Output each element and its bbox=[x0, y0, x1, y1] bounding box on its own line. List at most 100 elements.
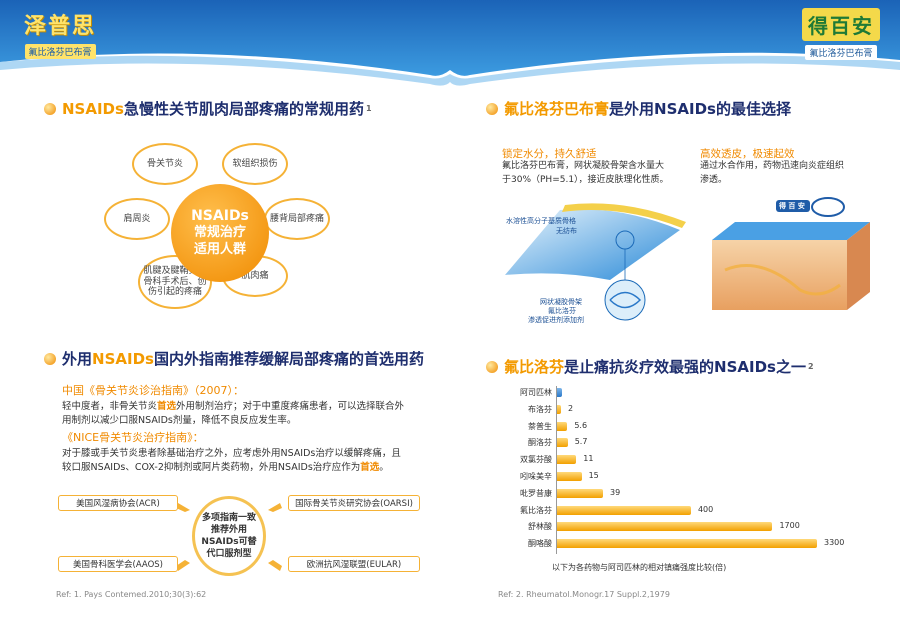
feature-line: 通过水合作用，药物迅速向炎症组织 bbox=[700, 161, 845, 171]
center-line: 推荐外用 bbox=[210, 524, 247, 535]
bar-category-label: 酮洛芬 bbox=[528, 438, 552, 448]
title-text: 是外用NSAIDs的最佳选择 bbox=[609, 100, 791, 118]
patch-label: 渗透促进剂添加剂 bbox=[528, 316, 584, 324]
brand-name-left: 泽普思 bbox=[24, 14, 97, 39]
center-line: 常规治疗 bbox=[193, 225, 246, 241]
arrow-icon bbox=[268, 503, 282, 512]
guideline-org: 国际骨关节炎研究协会(OARSI) bbox=[288, 495, 420, 511]
bar-value-label: 1700 bbox=[779, 521, 800, 531]
bar bbox=[557, 455, 577, 465]
brand-logo-right: 得百安 氟比洛芬巴布膏 bbox=[802, 8, 880, 60]
bar bbox=[557, 388, 562, 397]
magnifier-icon bbox=[615, 230, 635, 250]
bar-value-label: 3300 bbox=[824, 538, 845, 548]
bar-value-label: 15 bbox=[588, 471, 599, 480]
header-wave bbox=[0, 0, 900, 110]
center-line: NSAIDs可替 bbox=[201, 537, 257, 547]
bullet-icon bbox=[486, 360, 498, 373]
title-text: 急慢性关节肌肉局部疼痛的常规用药 bbox=[123, 100, 364, 118]
bar-category-label: 舒林酸 bbox=[528, 522, 552, 532]
chart-axis bbox=[556, 386, 557, 554]
right-section1-title: 氟比洛芬巴布膏 是外用NSAIDs的最佳选择 bbox=[486, 98, 791, 119]
diagram-center: NSAIDs 常规治疗 适用人群 bbox=[171, 184, 269, 282]
brand-sub-right: 氟比洛芬巴布膏 bbox=[805, 45, 877, 60]
guideline-org: 欧洲抗风湿联盟(EULAR) bbox=[288, 556, 420, 572]
bar-value-label: 400 bbox=[697, 504, 714, 514]
bar-value-label: 39 bbox=[610, 487, 621, 497]
petal: 软组织损伤 bbox=[222, 143, 288, 185]
text: 较口服NSAIDs、COX-2抑制剂或阿片类药物，外用NSAIDs治疗应作为 bbox=[62, 461, 361, 473]
analgesic-potency-chart: 阿司匹林 布洛芬 2 萘普生 5.6 酮洛芬 5.7 双氯芬酸 11 吲哚美辛 15 吡罗昔康 39 氟比… bbox=[486, 380, 846, 580]
center-line: 代口服剂型 bbox=[206, 549, 252, 560]
magnified-circle bbox=[604, 279, 646, 321]
feature2-heading: 高效透皮，极速起效 bbox=[700, 148, 795, 160]
bar-value-label: 5.6 bbox=[574, 420, 588, 430]
arrow-icon bbox=[268, 560, 282, 571]
bullet-icon bbox=[486, 102, 498, 115]
brand-badge-icon bbox=[811, 197, 845, 217]
feature-line: 于30%（PH=5.1），接近皮肤理化性质。 bbox=[502, 174, 669, 185]
footnote-marker: 2 bbox=[807, 362, 814, 371]
skin-block bbox=[712, 240, 847, 310]
guideline-heading: 中国《骨关节炎诊治指南》（2007）： bbox=[62, 384, 244, 397]
badge-text: 得 百 安 bbox=[779, 202, 805, 210]
title-text: 外用 bbox=[62, 350, 93, 368]
guideline-nice: 《NICE骨关节炎治疗指南》： 对于膝或手关节炎患者除基础治疗之外，应考虑外用N… bbox=[62, 430, 432, 475]
feature-line: 氟比洛芬巴布膏，网状凝胶骨架含水量大 bbox=[502, 161, 665, 171]
title-text: 国内外指南推荐缓解局部疼痛的首选用药 bbox=[153, 350, 424, 368]
petal: 腰背局部疼痛 bbox=[264, 198, 330, 240]
bar bbox=[557, 505, 691, 515]
feature-line: 渗透。 bbox=[700, 174, 728, 185]
guideline-line: 对于膝或手关节炎患者除基础治疗之外，应考虑外用NSAIDs治疗以缓解疼痛，且 bbox=[62, 447, 401, 459]
mesh-icon bbox=[609, 291, 642, 309]
guideline-org: 美国风湿病协会(ACR) bbox=[58, 495, 178, 511]
left-reference: Ref: 1. Pays Contemed.2010;30(3):62 bbox=[56, 590, 207, 599]
center-line: 多项指南一致 bbox=[201, 512, 256, 523]
title-highlight: NSAIDs bbox=[62, 99, 124, 118]
bar bbox=[557, 472, 582, 481]
feature1-heading: 锁定水分，持久舒适 bbox=[502, 148, 597, 160]
bar bbox=[557, 438, 568, 448]
skin-top bbox=[712, 222, 870, 240]
skin-side bbox=[847, 222, 870, 310]
bar-value-label: 2 bbox=[568, 403, 574, 413]
bar-category-label: 双氯芬酸 bbox=[520, 455, 552, 465]
bullet-icon bbox=[44, 352, 56, 365]
left-section1-title: NSAIDs 急慢性关节肌肉局部疼痛的常规用药 1 bbox=[44, 98, 372, 119]
bullet-icon bbox=[44, 102, 56, 115]
arrow-icon bbox=[176, 503, 190, 512]
guideline-line: 较口服NSAIDs、COX-2抑制剂或阿片类药物，外用NSAIDs治疗应作为首选… bbox=[62, 461, 432, 475]
bar bbox=[557, 488, 604, 498]
petal: 肌腱及腱鞘炎、骨科手术后、创伤引起的疼痛 bbox=[138, 255, 212, 309]
bar bbox=[557, 539, 817, 549]
feature1-text: 氟比洛芬巴布膏，网状凝胶骨架含水量大 于30%（PH=5.1），接近皮肤理化性质… bbox=[502, 160, 692, 187]
brand-name-right: 得百安 bbox=[802, 8, 880, 41]
title-highlight: 氟比洛芬巴布膏 bbox=[504, 100, 610, 118]
bar-category-label: 阿司匹林 bbox=[520, 388, 552, 397]
guideline-line: 轻中度者，非骨关节炎首选外用制剂治疗；对于中重度疼痛患者，可以选择联合外 bbox=[62, 400, 422, 414]
bar bbox=[557, 522, 773, 532]
bar-value-label: 11 bbox=[583, 454, 594, 464]
arrow-icon bbox=[176, 560, 190, 571]
bar-category-label: 萘普生 bbox=[528, 421, 552, 431]
text: 外用制剂治疗；对于中重度疼痛患者，可以选择联合外 bbox=[176, 400, 405, 412]
bar-category-label: 吲哚美辛 bbox=[520, 472, 552, 481]
left-section2-title: 外用 NSAIDs 国内外指南推荐缓解局部疼痛的首选用药 bbox=[44, 348, 424, 369]
bar-value-label: 5.7 bbox=[574, 437, 588, 447]
header-banner: 泽普思 氟比洛芬巴布膏 得百安 氟比洛芬巴布膏 bbox=[0, 0, 900, 110]
bar-category-label: 布洛芬 bbox=[528, 404, 552, 414]
footnote-marker: 1 bbox=[365, 104, 372, 113]
right-section2-title: 氟比洛芬 是止痛抗炎疗效最强的NSAIDs之一 2 bbox=[486, 356, 814, 377]
title-highlight: NSAIDs bbox=[92, 349, 154, 368]
bar bbox=[557, 404, 561, 414]
emphasis: 首选 bbox=[157, 400, 177, 412]
text: 轻中度者，非骨关节炎 bbox=[62, 400, 158, 412]
bar bbox=[557, 421, 568, 431]
chart-note: 以下为各药物与阿司匹林的相对镇痛强度比较(倍) bbox=[552, 563, 727, 572]
text: 。 bbox=[379, 461, 389, 473]
bar-category-label: 吡罗昔康 bbox=[520, 488, 552, 498]
guideline-center: 多项指南一致 推荐外用 NSAIDs可替 代口服剂型 bbox=[192, 496, 266, 576]
right-reference: Ref: 2. Rheumatol.Monogr.17 Suppl.2,1979 bbox=[498, 590, 670, 599]
guideline-line: 用制剂以减少口服NSAIDs剂量，降低不良反应发生率。 bbox=[62, 414, 297, 426]
center-line: NSAIDs bbox=[191, 208, 249, 225]
